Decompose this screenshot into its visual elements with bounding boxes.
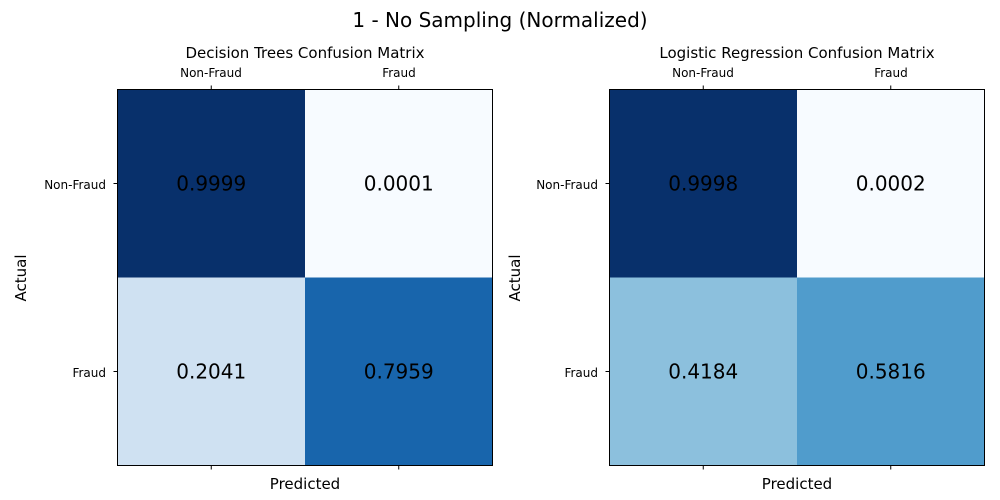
x-tick-label-fraud: Fraud [874,66,908,80]
logistic-regression-matrix: Logistic Regression Confusion Matrix Non… [506,44,985,493]
cell-value-1-1: 0.7959 [364,360,434,384]
cell-0-0 [609,89,798,278]
cell-1-1 [305,277,493,466]
x-tick-label-fraud: Fraud [382,66,416,80]
cell-1-0 [609,277,798,466]
y-axis-label: Actual [506,255,524,302]
heatmap-cells: 0.9999 0.0001 0.2041 0.7959 [117,89,493,466]
y-tick-label-non-fraud: Non-Fraud [536,178,598,192]
tick-marks [113,85,400,470]
y-tick-label-non-fraud: Non-Fraud [44,178,106,192]
cell-0-0 [117,89,306,278]
x-tick-label-non-fraud: Non-Fraud [672,66,734,80]
decision-trees-matrix: Decision Trees Confusion Matrix Non-Frau… [12,44,493,493]
y-tick-label-fraud: Fraud [564,366,598,380]
figure-title: 1 - No Sampling (Normalized) [352,8,647,32]
cell-1-1 [797,277,985,466]
cell-value-1-1: 0.5816 [856,360,926,384]
x-axis-label: Predicted [762,475,832,493]
cell-value-1-0: 0.2041 [176,360,246,384]
x-tick-label-non-fraud: Non-Fraud [180,66,242,80]
cell-value-0-0: 0.9999 [176,172,246,196]
x-axis-label: Predicted [270,475,340,493]
cell-value-0-0: 0.9998 [668,172,738,196]
cell-value-0-1: 0.0002 [856,172,926,196]
cell-value-1-0: 0.4184 [668,360,738,384]
panel-title: Logistic Regression Confusion Matrix [659,44,934,62]
y-tick-label-fraud: Fraud [72,366,106,380]
panel-title: Decision Trees Confusion Matrix [185,44,424,62]
cell-0-1 [797,89,985,278]
axes-frame [609,89,985,466]
heatmap-cells: 0.9998 0.0002 0.4184 0.5816 [609,89,985,466]
cell-1-0 [117,277,306,466]
axes-frame [117,89,493,466]
tick-marks [605,85,892,470]
cell-value-0-1: 0.0001 [364,172,434,196]
y-axis-label: Actual [12,255,30,302]
cell-0-1 [305,89,493,278]
